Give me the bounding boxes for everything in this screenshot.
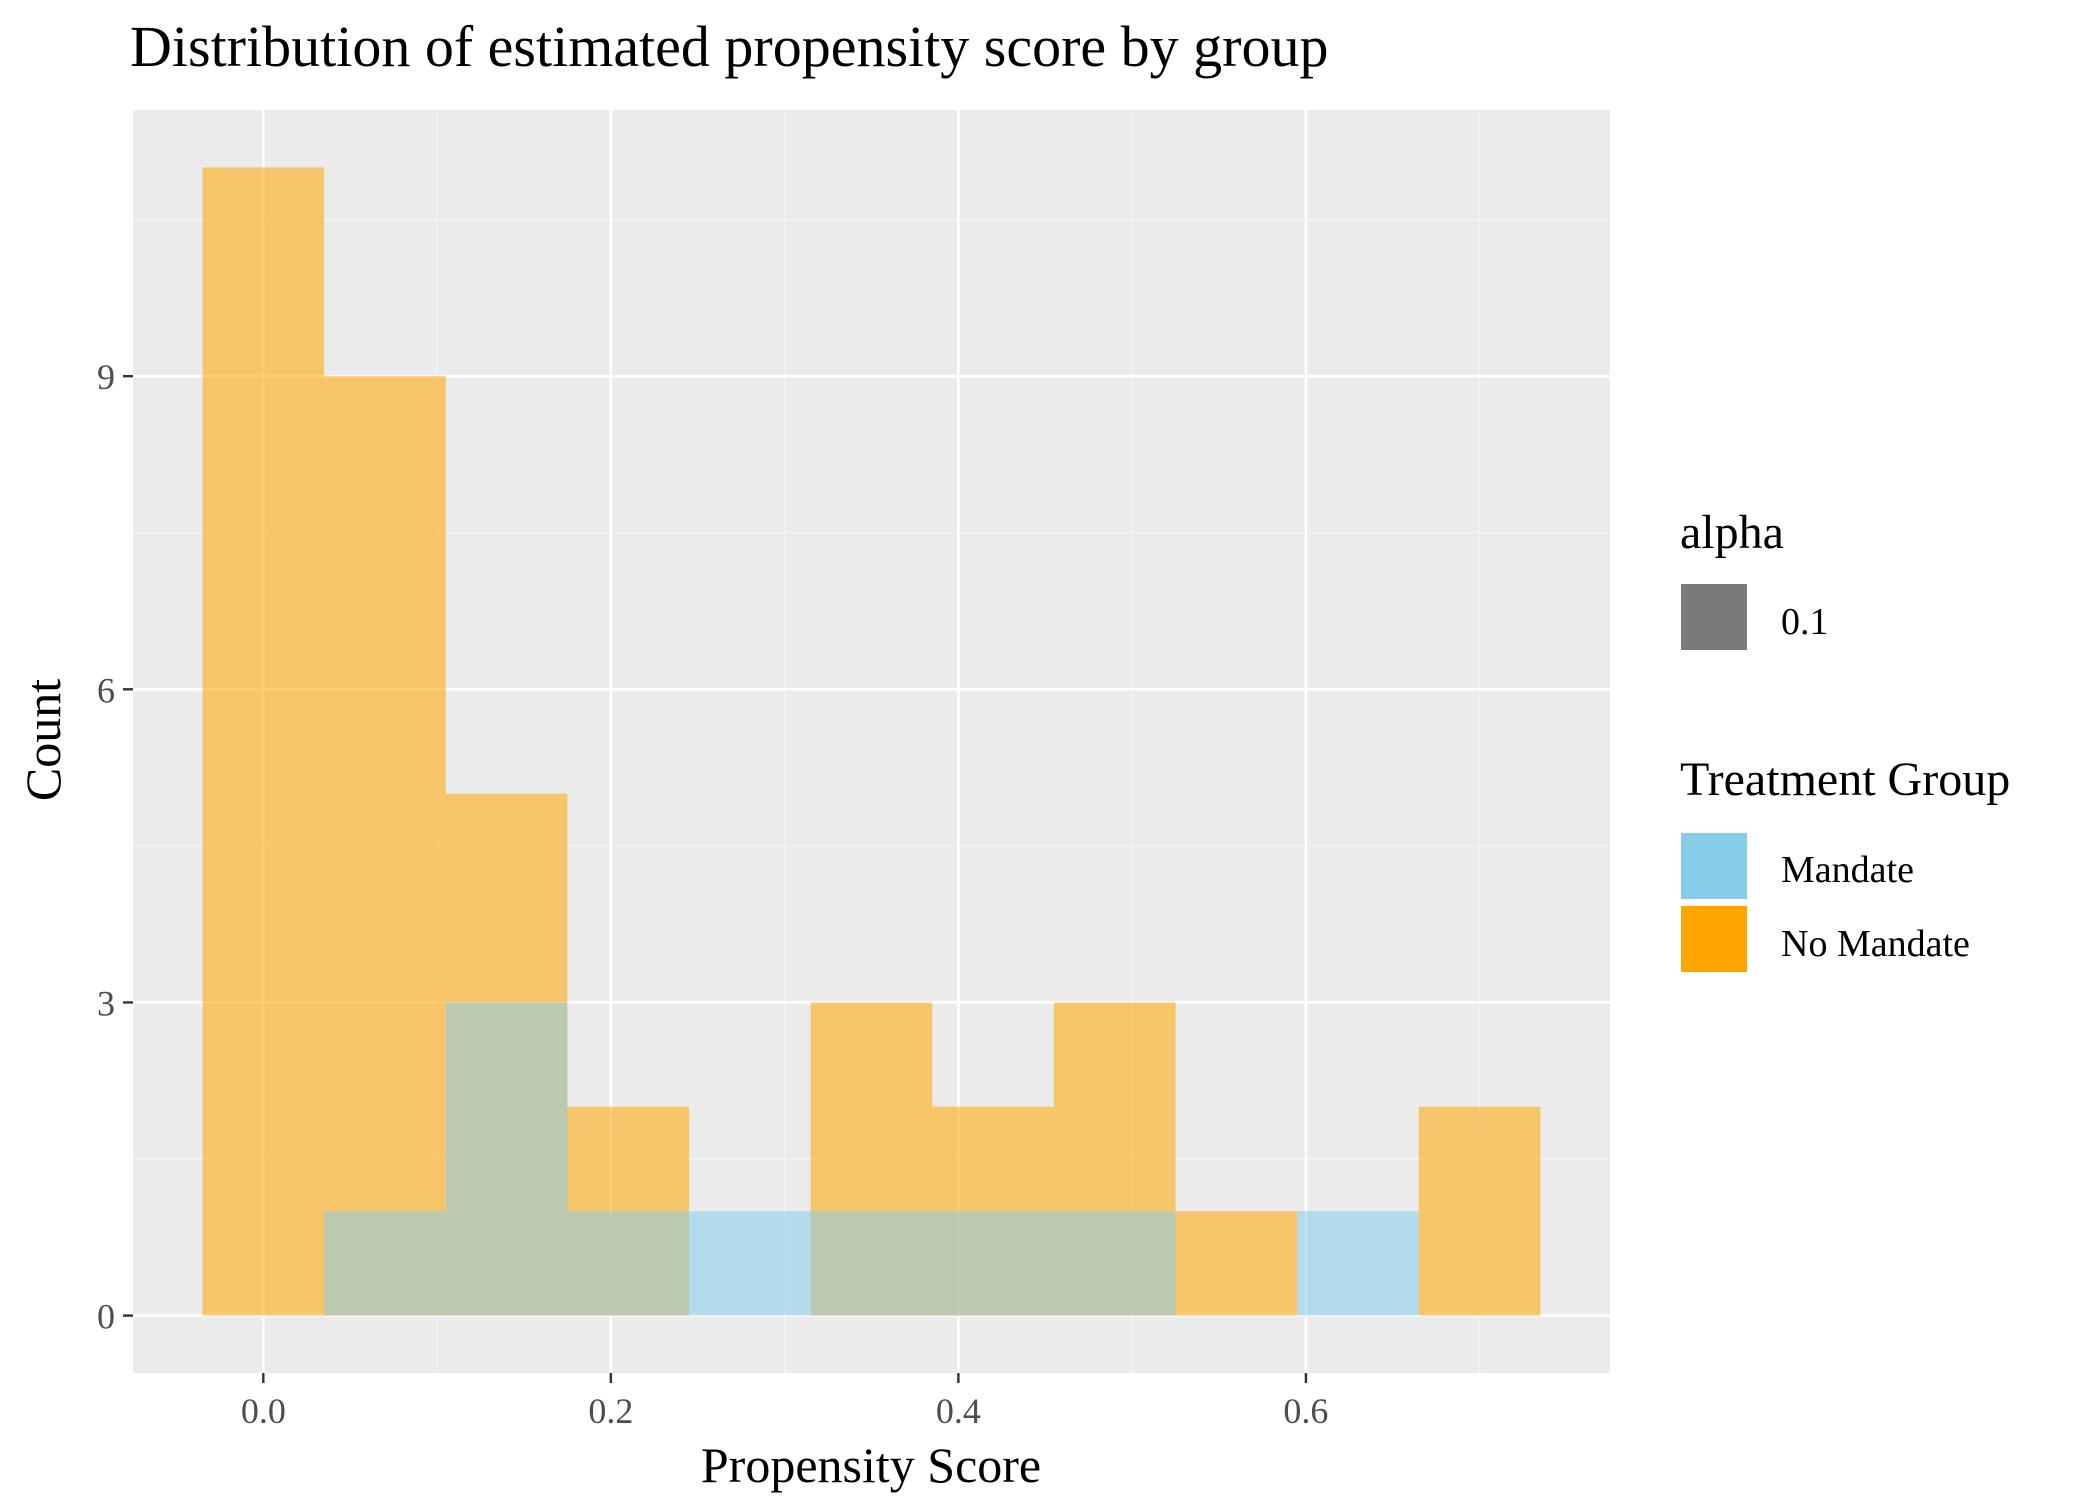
no-mandate-bar [1418,1106,1541,1316]
legend-fill-title: Treatment Group [1680,753,2010,806]
no-mandate-bar [324,376,446,1316]
y-axis-title: Count [15,679,71,801]
x-axis-title: Propensity Score [701,1437,1041,1493]
x-tick-label: 0.2 [588,1391,633,1431]
legend-alpha-swatch [1679,582,1749,652]
mandate-bar [1297,1211,1419,1316]
chart-title: Distribution of estimated propensity sco… [130,14,1328,79]
x-tick-label: 0.4 [936,1391,981,1431]
y-tick-label: 0 [97,1297,115,1337]
minor-gridlines [133,110,1610,1373]
legend-mandate-swatch [1679,831,1749,901]
legend-no-mandate-label: No Mandate [1781,923,1970,965]
no-mandate-bar [1175,1211,1298,1316]
mandate-bar [1053,1211,1176,1316]
y-axis: 0 3 6 9 [97,357,133,1337]
mandate-bar [810,1211,933,1316]
no-mandate-bar [202,167,325,1316]
mandate-bar [445,1002,568,1316]
mandate-bar [689,1211,811,1316]
mandate-bar [567,1211,690,1316]
mandate-bars [324,1002,1419,1316]
mandate-bar [324,1211,446,1316]
legend-no-mandate-swatch [1679,904,1749,974]
legend-alpha-title: alpha [1680,506,1784,559]
legend-mandate-label: Mandate [1781,849,1914,891]
y-tick-label: 6 [97,670,115,710]
x-axis: 0.0 0.2 0.4 0.6 [241,1373,1328,1431]
y-tick-label: 9 [97,357,115,397]
y-tick-label: 3 [97,983,115,1023]
legend-alpha-label: 0.1 [1781,601,1829,643]
mandate-bar [932,1211,1054,1316]
x-tick-label: 0.6 [1283,1391,1328,1431]
x-tick-label: 0.0 [241,1391,286,1431]
legend: alpha 0.1 Treatment Group Mandate No Man… [1679,506,2010,974]
